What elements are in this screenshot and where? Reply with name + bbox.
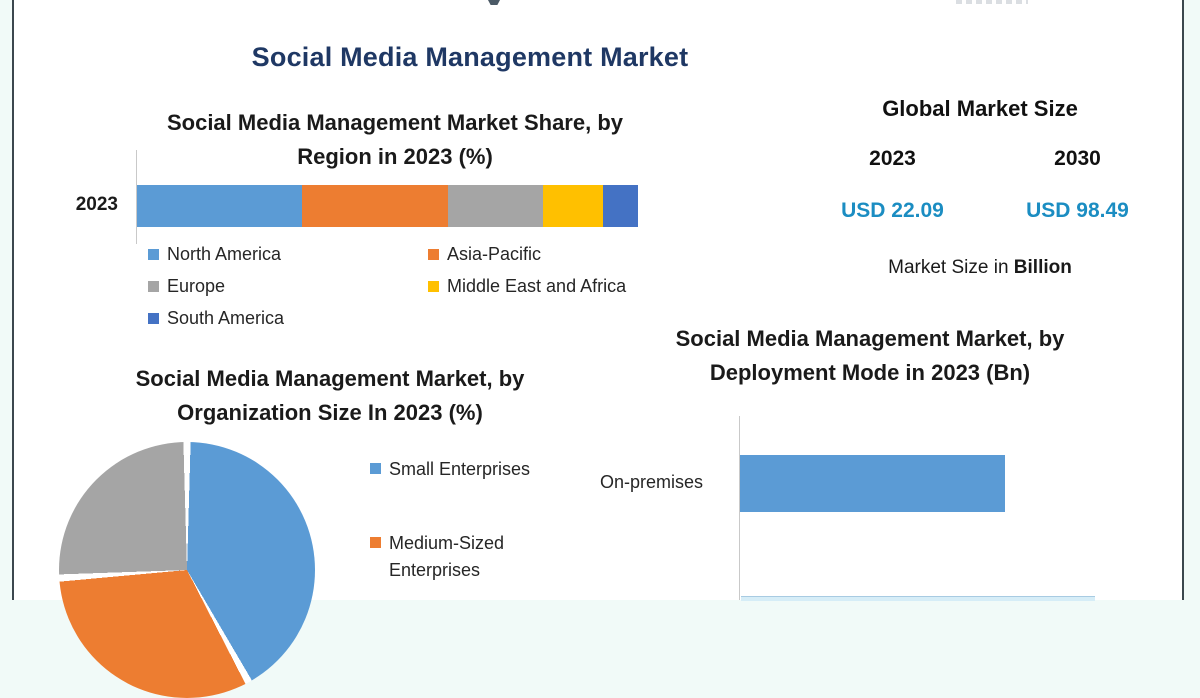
market-size-year-2030: 2030	[1054, 147, 1101, 170]
market-size-years-row: 2023 2030	[800, 147, 1170, 171]
right-frame-border	[1182, 0, 1184, 600]
page-title: Social Media Management Market	[251, 42, 689, 72]
deployment-chart-y-axis	[739, 416, 740, 600]
region-chart-title-line2: Region in 2023 (%)	[297, 144, 493, 169]
market-size-values-row: USD 22.09 USD 98.49	[800, 199, 1170, 223]
legend-marker-europe	[148, 280, 159, 292]
region-chart-y-axis	[136, 150, 137, 244]
deployment-plot-area	[740, 416, 1182, 600]
market-size-panel-title: Global Market Size	[882, 96, 1078, 121]
cropped-top-text-remnant	[956, 0, 1028, 4]
legend-item-europe: Europe	[148, 276, 428, 296]
legend-marker-medium-sized-enterprises	[370, 537, 381, 548]
region-chart-title: Social Media Management Market Share, by…	[110, 106, 680, 174]
legend-label: Europe	[167, 276, 226, 296]
market-size-note: Market Size in Billion	[780, 257, 1180, 279]
market-size-value-2023: USD 22.09	[841, 199, 944, 222]
cropped-bottom-bar	[741, 596, 1095, 601]
legend-item-asia-pacific: Asia-Pacific	[428, 244, 648, 264]
org-chart-title-line1: Social Media Management Market, by	[135, 366, 525, 391]
legend-item-middle-east-and-africa: Middle East and Africa	[428, 276, 648, 296]
bar-segment-south-america	[602, 185, 638, 227]
on-premises-bar	[740, 455, 1005, 512]
legend-marker-middle-east-and-africa	[428, 280, 439, 292]
legend-item-small-enterprises: Small Enterprises	[370, 456, 570, 483]
deployment-chart-title-line2: Deployment Mode in 2023 (Bn)	[709, 360, 1031, 385]
region-legend: North America Asia-Pacific Europe Middle Ea…	[148, 244, 648, 328]
bar-segment-asia-pacific	[302, 185, 448, 227]
legend-label: South America	[167, 308, 285, 328]
market-size-year-2023: 2023	[869, 147, 916, 170]
bar-segment-middle-east-and-africa	[542, 185, 603, 227]
legend-marker-small-enterprises	[370, 463, 381, 474]
org-chart-title: Social Media Management Market, by Organ…	[80, 362, 580, 430]
legend-label: Middle East and Africa	[447, 276, 627, 296]
bar-segment-europe	[447, 185, 543, 227]
market-size-value-2030: USD 98.49	[1026, 199, 1129, 222]
deployment-chart-title-line1: Social Media Management Market, by	[675, 326, 1065, 351]
infographic-canvas: Social Media Management Market Social Me…	[12, 0, 1184, 698]
legend-marker-north-america	[148, 248, 159, 260]
market-size-note-unit: Billion	[1013, 257, 1072, 278]
region-stacked-bar	[137, 185, 638, 227]
market-size-note-text: Market Size in	[888, 257, 1014, 278]
region-chart-category-label: 2023	[75, 194, 118, 215]
bar-segment-north-america	[137, 185, 303, 227]
legend-marker-asia-pacific	[428, 248, 439, 260]
region-chart-title-line1: Social Media Management Market Share, by	[166, 110, 624, 135]
legend-label: North America	[167, 244, 282, 264]
organization-size-pie	[59, 442, 315, 698]
deployment-bar-label: On-premises	[600, 472, 704, 492]
legend-label: Small Enterprises	[389, 459, 531, 479]
org-chart-title-line2: Organization Size In 2023 (%)	[177, 400, 483, 425]
legend-marker-south-america	[148, 312, 159, 324]
left-frame-border	[12, 0, 14, 600]
legend-item-north-america: North America	[148, 244, 428, 264]
legend-label: Asia-Pacific	[447, 244, 542, 264]
legend-item-south-america: South America	[148, 308, 428, 328]
org-pie-legend: Small Enterprises Medium-Sized Enterprise…	[370, 456, 570, 584]
cropped-top-glyph	[488, 0, 500, 5]
deployment-chart-title: Social Media Management Market, by Deplo…	[645, 322, 1095, 390]
legend-item-medium-sized-enterprises: Medium-Sized Enterprises	[370, 530, 570, 584]
legend-label: Medium-Sized Enterprises	[389, 533, 505, 580]
